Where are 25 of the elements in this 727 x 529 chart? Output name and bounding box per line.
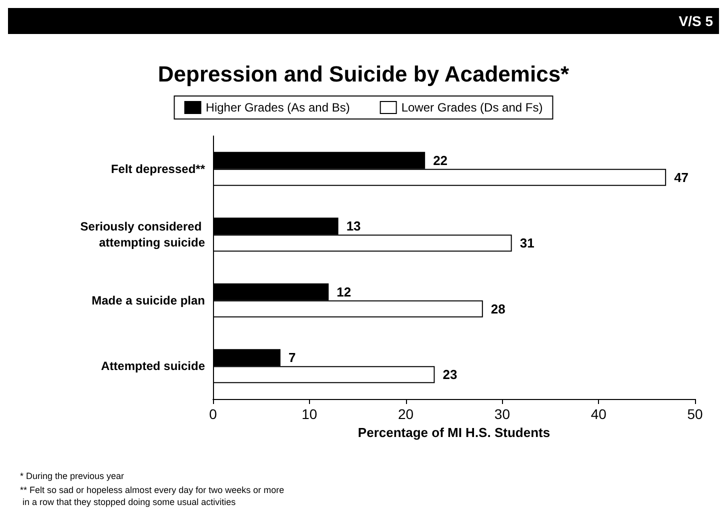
x-tick-label: 0 — [209, 406, 218, 422]
text: V/S 5 — [678, 13, 714, 29]
data-label: 22 — [433, 152, 448, 168]
data-label: 13 — [346, 218, 361, 234]
x-tick-label: 10 — [302, 406, 318, 422]
legend-label: Lower Grades (Ds and Fs) — [401, 100, 543, 114]
x-tick-label: 30 — [494, 406, 510, 422]
y-tick-label: Attempted suicide — [100, 359, 206, 374]
x-tick-label: 50 — [687, 406, 703, 422]
data-label: 12 — [336, 284, 352, 300]
data-label: 23 — [442, 367, 458, 382]
text: * During the previous year — [20, 471, 124, 481]
y-tick-label: Made a suicide plan — [92, 293, 205, 308]
data-label: 28 — [490, 301, 506, 316]
y-tick-label: Seriously considered attempting suicide — [80, 220, 206, 250]
legend-label: Higher Grades (As and Bs) — [206, 100, 350, 114]
data-label: 7 — [288, 350, 296, 366]
y-tick-label: Felt depressed** — [110, 162, 206, 176]
chart-title: Depression and Suicide by Academics* — [158, 62, 570, 86]
data-label: 31 — [520, 236, 534, 251]
text: ** Felt so sad or hopeless almost every day for two weeks or more in a row that they stopped doing some usual activities — [20, 485, 284, 507]
x-axis-title: Percentage of MI H.S. Students — [358, 424, 550, 440]
x-tick-label: 20 — [398, 406, 414, 422]
data-label: 47 — [674, 170, 689, 185]
x-tick-label: 40 — [590, 406, 607, 422]
